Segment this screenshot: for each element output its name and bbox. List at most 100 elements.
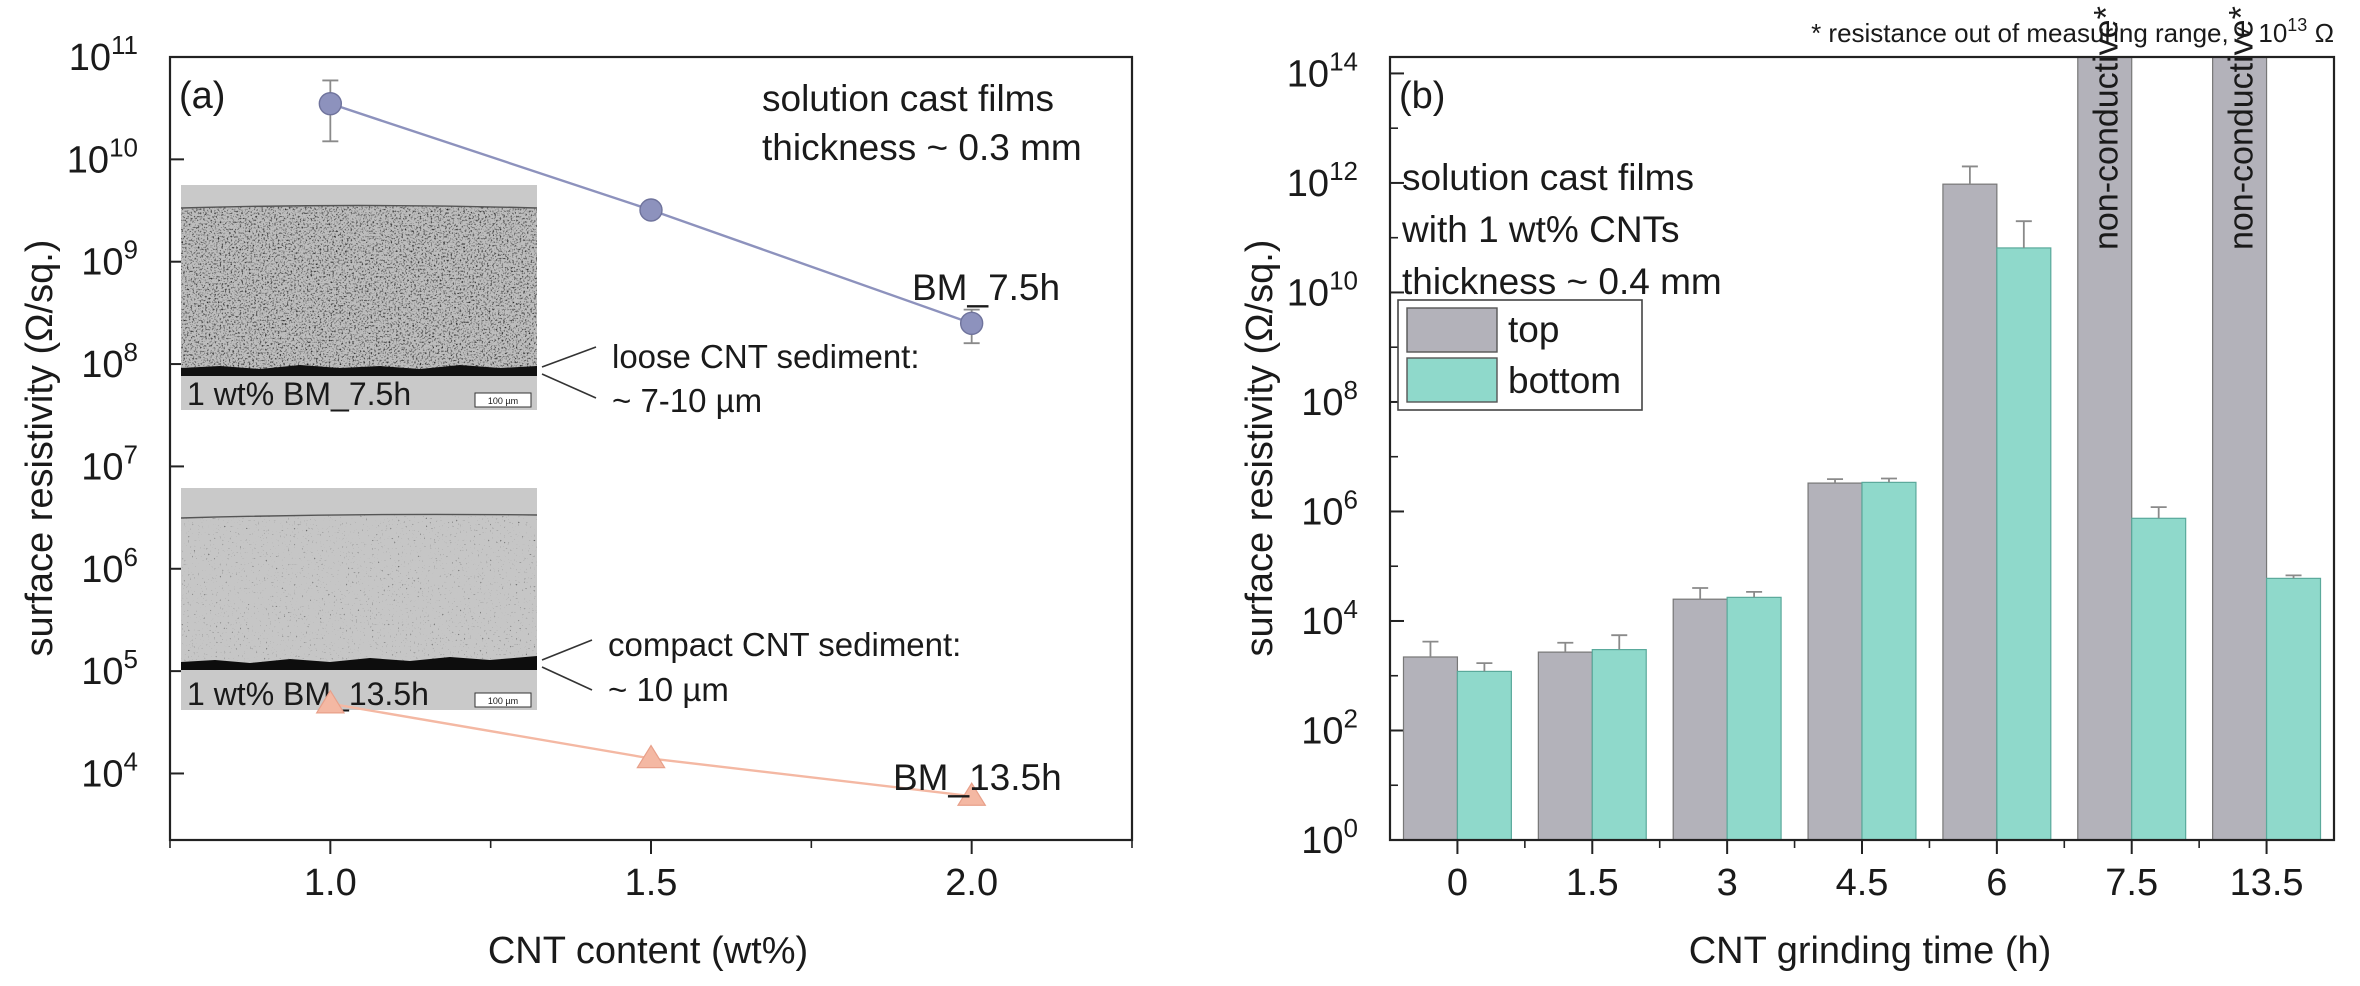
panel-b-x-tick-label: 4.5	[1836, 862, 1889, 904]
panel-b-y-tick-label: 100	[1301, 813, 1358, 862]
non-conductive-label: non-conductive*	[2223, 6, 2261, 250]
panel-a-label: (a)	[179, 75, 225, 117]
panel-b-y-tick-label: 104	[1301, 594, 1358, 643]
sem-inset-1-texture	[181, 205, 537, 372]
panel-a-title-line2: thickness ~ 0.3 mm	[762, 127, 1082, 168]
footnote-unit: Ω	[2315, 18, 2334, 48]
panel-b-x-tick-label: 13.5	[2230, 862, 2304, 904]
panel-b-frame	[1388, 55, 2336, 842]
panel-b-x-tick-label: 7.5	[2105, 862, 2158, 904]
panel-a-x-ticks: 1.0 1.5 2.0	[169, 840, 1133, 904]
panel-a-y-tick-label: 109	[81, 235, 138, 284]
bar-bottom	[1591, 649, 1647, 841]
point-bm-13-5h	[636, 744, 666, 769]
sem-inset-bm-7-5h: 1 wt% BM_7.5h 100 µm	[180, 185, 538, 412]
leader-compact-2	[541, 666, 593, 691]
panel-a-y-tick-label: 104	[81, 746, 138, 795]
point-bm-7-5h	[318, 91, 343, 116]
panel-a-y-tick-label: 1011	[69, 30, 138, 79]
bar-bottom	[1861, 481, 1917, 841]
panel-a-y-tick-label: 108	[81, 337, 138, 386]
bar-top	[1402, 656, 1459, 841]
sem-inset-1-scale-label: 100 µm	[488, 396, 518, 406]
panel-a-x-tick-label: 2.0	[945, 862, 998, 904]
panel-b-anno-line3: thickness ~ 0.4 mm	[1402, 261, 1722, 302]
compact-sediment-line2: ~ 10 µm	[608, 671, 729, 708]
panel-a-frame	[168, 55, 1134, 842]
loose-sediment-line2: ~ 7-10 µm	[612, 382, 762, 419]
bar-top	[1672, 598, 1728, 841]
panel-b-legend: top bottom	[1397, 299, 1643, 411]
legend-label-top: top	[1508, 309, 1559, 350]
panel-b-bars: non-conductive* non-conductive*	[1402, 6, 2322, 841]
panel-a-y-axis-title: surface resistivity (Ω/sq.)	[19, 240, 61, 657]
footnote-text: * resistance out of measuring range, > 1…	[1811, 18, 2287, 48]
panel-b-anno-line1: solution cast films	[1402, 157, 1694, 198]
bar-bottom	[1726, 596, 1782, 841]
panel-a-y-tick-label: 1010	[67, 132, 138, 181]
loose-sediment-line1: loose CNT sediment:	[612, 338, 920, 375]
panel-b-x-ticks: 0 1.5 3 4.5 6 7.5 13.5	[1447, 840, 2304, 904]
bar-bottom	[1996, 247, 2052, 841]
compact-sediment-line1: compact CNT sediment:	[608, 626, 961, 663]
sem-inset-1-scale-bar	[474, 392, 532, 408]
footnote-exponent: 13	[2287, 15, 2307, 35]
panel-a: (a) 104 105 106 107 108 109 1010 1011 1.0 1.5 2.0…	[19, 30, 1134, 972]
footnote: * resistance out of measuring range, > 1…	[1811, 15, 2334, 48]
panel-b: * resistance out of measuring range, > 1…	[1239, 6, 2336, 972]
panel-b-y-tick-label: 1012	[1287, 156, 1358, 205]
sem-inset-2-caption: 1 wt% BM_13.5h	[187, 676, 429, 712]
point-bm-7-5h	[959, 311, 984, 336]
panel-a-x-tick-label: 1.5	[625, 862, 678, 904]
panel-b-x-tick-label: 6	[1986, 862, 2007, 904]
panel-b-x-axis-title: CNT grinding time (h)	[1689, 930, 2052, 972]
panel-b-y-tick-label: 108	[1301, 375, 1358, 424]
bar-top	[1537, 651, 1593, 841]
panel-b-y-tick-label: 1010	[1287, 265, 1358, 314]
bar-bottom	[2131, 517, 2187, 841]
point-bm-13-5h	[956, 782, 987, 806]
legend-label-bottom: bottom	[1508, 360, 1621, 401]
panel-a-y-tick-label: 105	[81, 644, 138, 693]
bar-top	[1942, 183, 1998, 841]
panel-a-y-tick-label: 107	[81, 439, 138, 488]
series-label-bm-7-5h: BM_7.5h	[912, 267, 1060, 308]
sem-inset-2-scale-label: 100 µm	[488, 696, 518, 706]
panel-b-x-tick-label: 3	[1717, 862, 1738, 904]
sem-inset-1-sediment	[181, 365, 537, 376]
sem-inset-2-scale-bar	[474, 692, 532, 708]
non-conductive-label: non-conductive*	[2088, 6, 2126, 250]
leader-compact-1	[541, 639, 593, 661]
sem-inset-2-top-edge	[180, 513, 538, 519]
panel-a-x-tick-label: 1.0	[304, 862, 357, 904]
sem-inset-bm-13-5h: 1 wt% BM_13.5h 100 µm	[180, 488, 538, 712]
panel-b-anno-line2: with 1 wt% CNTs	[1401, 209, 1680, 250]
leader-loose-2	[541, 373, 597, 399]
panel-b-y-tick-label: 1014	[1287, 46, 1358, 95]
panel-a-y-ticks: 104 105 106 107 108 109 1010 1011	[67, 30, 184, 795]
sem-inset-1-caption: 1 wt% BM_7.5h	[187, 376, 411, 412]
panel-a-x-axis-title: CNT content (wt%)	[488, 930, 808, 972]
panel-b-y-axis-title: surface resistivity (Ω/sq.)	[1239, 240, 1281, 657]
bar-top	[1807, 482, 1863, 841]
panel-b-label: (b)	[1399, 75, 1445, 117]
series-label-bm-13-5h: BM_13.5h	[893, 757, 1062, 798]
legend-swatch-bottom	[1406, 357, 1498, 403]
panel-a-y-tick-label: 106	[81, 542, 138, 591]
leader-loose-1	[541, 346, 597, 368]
point-bm-13-5h	[315, 689, 346, 714]
bar-bottom	[1456, 670, 1512, 841]
footnote-unit-spacer	[2307, 18, 2314, 48]
sem-inset-2-sediment	[181, 656, 537, 670]
point-bm-7-5h	[639, 198, 663, 222]
panel-b-x-tick-label: 1.5	[1566, 862, 1619, 904]
sem-inset-2-texture	[181, 514, 537, 664]
panel-b-x-tick-label: 0	[1447, 862, 1468, 904]
panel-b-y-tick-label: 102	[1301, 703, 1358, 752]
panel-b-y-tick-label: 106	[1301, 484, 1358, 533]
panel-a-series	[315, 79, 987, 806]
sem-inset-1-top-edge	[180, 204, 538, 209]
bar-bottom	[2265, 577, 2322, 841]
legend-swatch-top	[1406, 307, 1498, 353]
